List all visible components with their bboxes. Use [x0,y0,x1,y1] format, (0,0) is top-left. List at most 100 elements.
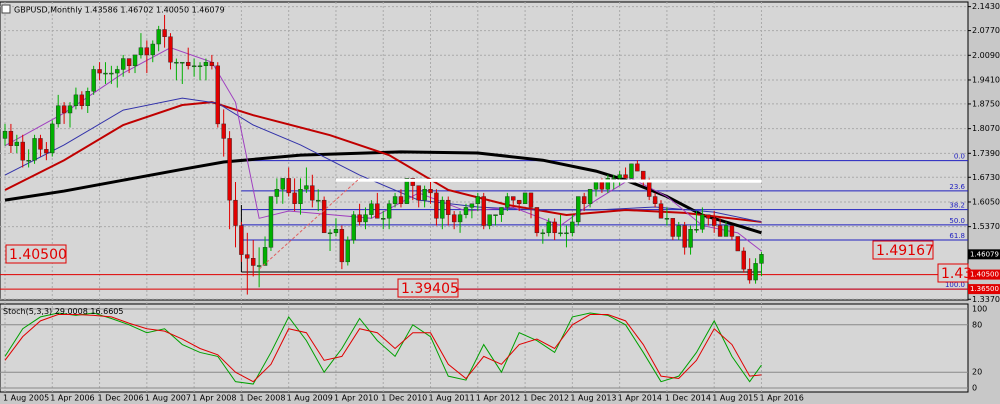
last-price-tag [968,249,1000,260]
candle-body [741,250,746,270]
candle-body [262,247,268,266]
candle-body [345,239,350,263]
annotation: 1.43 [941,266,972,282]
fib-label: 61.8 [949,232,965,240]
candle-body [44,149,49,154]
candle-body [298,189,303,204]
y-tick-label: 1.67300 [972,173,1000,182]
x-tick-label: 1 Dec 2012 [523,394,569,403]
candle-body [558,232,563,235]
moving-average [4,150,762,235]
candle-body [493,214,498,216]
x-tick-label: 1 Dec 2014 [665,394,711,403]
fib-label: 100.0 [945,281,965,289]
candle-body [61,105,67,114]
fib-label: 23.6 [949,183,965,191]
candle-body [481,196,486,226]
y-tick-label: 80 [972,320,982,329]
candle-body [676,225,681,237]
candle-body [209,61,215,67]
candle-body [570,221,575,234]
candle-body [191,65,197,68]
candle-body [546,221,551,234]
x-tick-label: 1 Aug 2015 [712,394,758,403]
candle-body [540,232,546,235]
candle-body [126,58,132,67]
candle-body [67,105,73,114]
candle-body [55,105,61,125]
x-tick-label: 1 Aug 2007 [145,394,191,403]
candle-body [321,199,327,234]
y-tick-label: 0 [972,384,977,393]
candle-body [91,69,96,92]
x-tick-label: 1 Dec 2006 [98,394,144,403]
candle-body [304,185,309,190]
candle-body [463,207,469,215]
candle-body [499,207,504,215]
fib-label: 0.0 [954,153,965,161]
candle-body [286,178,291,194]
candle-body [103,72,108,75]
candle-body [115,69,120,74]
candle-body [428,189,433,194]
stoch-line [4,314,762,383]
y-tick-label: 1.80700 [972,124,1000,133]
x-tick-label: 1 Aug 2013 [570,394,616,403]
candle-body [652,196,658,204]
annotation-box [5,244,67,264]
menu-icon[interactable] [1,4,11,14]
candle-body [682,225,687,248]
candle-body [150,43,155,56]
candle-body [132,54,138,67]
candle-body [292,192,297,204]
x-tick-label: 1 Apr 2010 [334,394,378,403]
x-tick-label: 1 Apr 2014 [618,394,662,403]
candle-body [97,69,102,74]
x-tick-label: 1 Apr 2016 [759,394,803,403]
candle-body [516,199,522,204]
y-tick-label: 20 [972,368,982,377]
y-tick-label: 1.73900 [972,149,1000,158]
candle-body [20,141,25,161]
candle-body [38,138,43,150]
x-tick-label: 1 Apr 2008 [192,394,236,403]
candle-body [197,65,203,68]
candle-body [398,196,404,204]
candle-body [327,232,333,235]
candle-body [79,94,85,106]
candle-body [280,178,285,190]
candle-body [268,196,274,248]
candle-body [581,196,587,204]
candle-body [670,218,676,237]
candle-body [623,174,628,179]
candle-body [635,163,640,172]
candle-body [227,138,232,201]
candle-body [422,189,427,201]
last-price-label: 1.46079 [970,250,999,258]
candle-body [256,265,262,267]
candle-body [694,228,699,231]
x-tick-label: 1 Aug 2005 [3,394,49,403]
moving-average [4,101,762,223]
candle-body [8,130,14,146]
moving-average [4,97,762,223]
chart-title: GBPUSD,Monthly 1.43586 1.46702 1.40050 1… [14,6,225,15]
x-tick-label: 1 Aug 2011 [429,394,475,403]
candle-body [617,174,622,179]
candle-body [2,130,8,139]
x-tick-label: 1 Dec 2010 [381,394,427,403]
candle-body [109,72,114,75]
candle-body [404,178,410,204]
candle-body [599,181,605,190]
stoch-label-part: 16.6605 [90,307,123,316]
stoch-label-part: Stoch(5,3,3) [3,307,52,316]
price-tag-label: 1.40500 [970,271,999,279]
candle-body [203,61,209,67]
candle-body [274,189,280,197]
annotation: 1.40500 [9,247,67,263]
price-tag [968,269,1000,280]
candle-body [522,192,528,204]
candle-body [593,181,599,190]
